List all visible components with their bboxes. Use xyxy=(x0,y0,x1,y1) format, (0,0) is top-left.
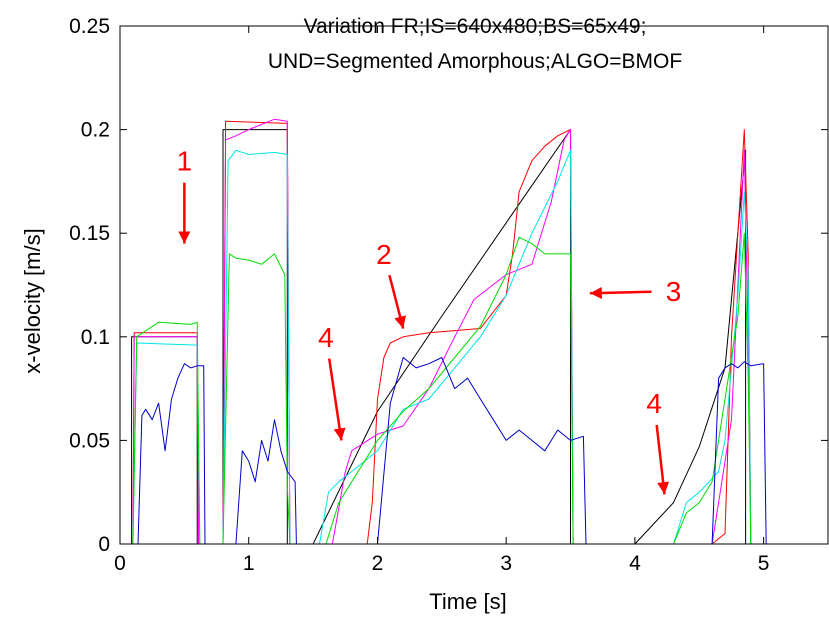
y-axis-label: x-velocity [m/s] xyxy=(20,228,45,373)
series-line-0 xyxy=(120,129,828,545)
annotation-arrowhead-4 xyxy=(657,481,670,495)
annotation-arrowhead-0 xyxy=(178,231,191,244)
y-tick-label: 0.1 xyxy=(81,326,110,349)
axes-layer xyxy=(119,25,829,545)
annotation-label-0: 1 xyxy=(177,146,193,177)
series-line-5 xyxy=(120,357,828,545)
annotation-label-4: 4 xyxy=(646,388,662,419)
y-tick-label: 0.25 xyxy=(69,15,110,38)
annotation-arrow-3 xyxy=(327,358,343,441)
plot-frame xyxy=(119,25,829,545)
x-tick-label: 0 xyxy=(114,552,126,575)
chart-title-line-2: UND=Segmented Amorphous;ALGO=BMOF xyxy=(268,50,682,73)
annotation-arrowhead-3 xyxy=(333,427,346,441)
x-tick-label: 2 xyxy=(372,552,384,575)
x-ticks: 0 1 2 3 4 5 xyxy=(114,26,769,575)
plot-background xyxy=(120,26,828,544)
chart-title-line-1: Variation FR;IS=640x480;BS=65x49; xyxy=(304,15,647,38)
x-tick-label: 5 xyxy=(758,552,770,575)
x-axis-label: Time [s] xyxy=(429,589,506,614)
series-layer xyxy=(120,118,828,545)
y-tick-label: 0 xyxy=(98,533,110,556)
x-tick-label: 4 xyxy=(629,552,641,575)
x-tick-label: 3 xyxy=(500,552,512,575)
x-tick-label: 1 xyxy=(243,552,255,575)
annotation-arrowhead-1 xyxy=(394,315,407,329)
y-ticks: 0 0.05 0.1 0.15 0.2 0.25 xyxy=(69,15,828,556)
y-tick-label: 0.05 xyxy=(69,429,110,452)
y-tick-label: 0.2 xyxy=(81,119,110,142)
annotation-label-1: 2 xyxy=(376,239,392,270)
annotation-label-3: 4 xyxy=(318,322,334,353)
series-line-3 xyxy=(120,149,828,545)
series-line-2 xyxy=(120,118,828,545)
annotation-label-2: 3 xyxy=(666,276,682,307)
annotations: 1 2 3 4 4 xyxy=(177,146,682,495)
annotation-arrowhead-2 xyxy=(589,286,602,299)
y-tick-label: 0.15 xyxy=(69,222,110,245)
